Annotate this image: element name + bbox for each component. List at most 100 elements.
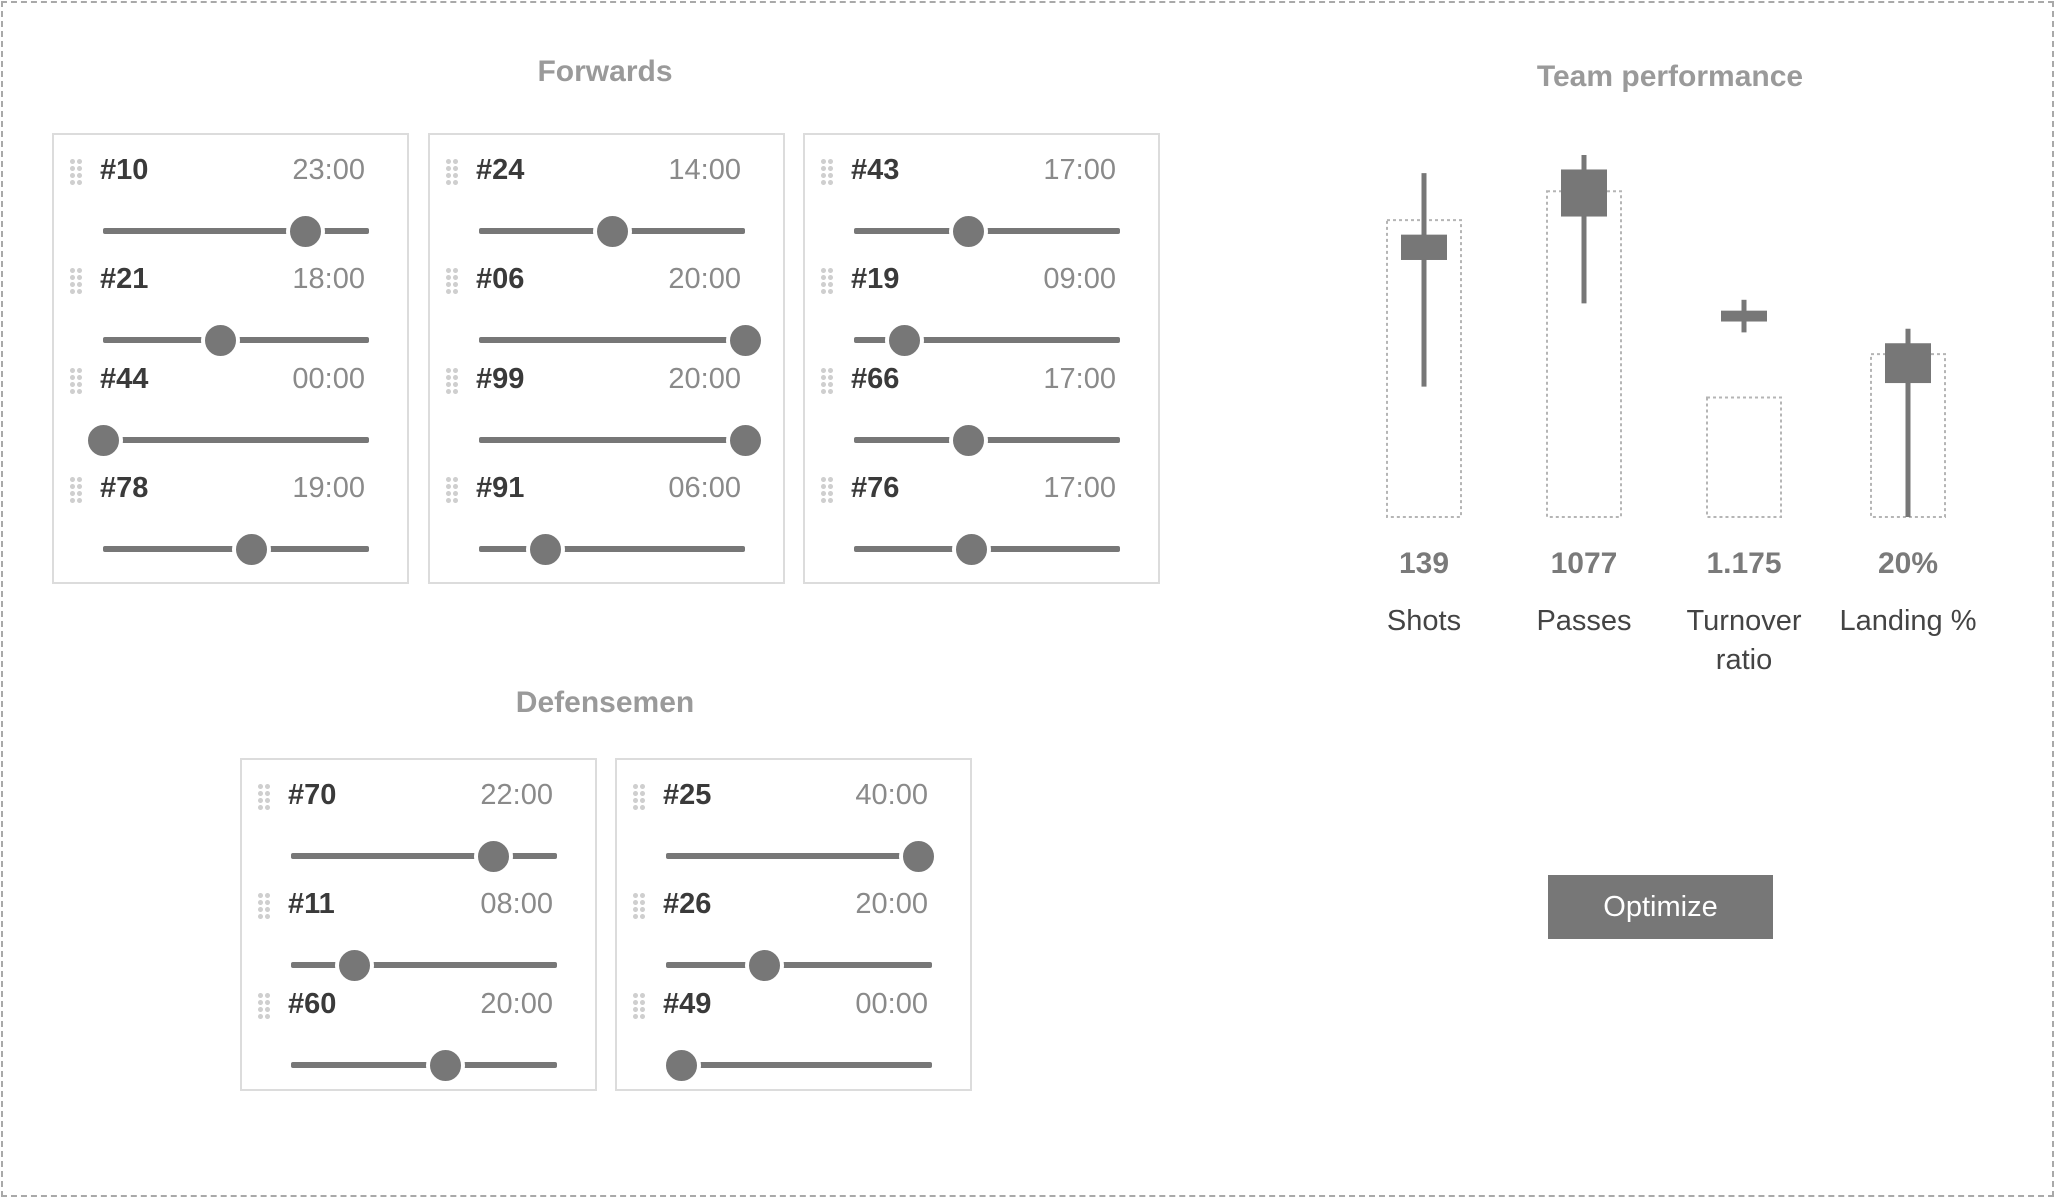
metric-name: Turnover ratio xyxy=(1686,605,1802,676)
player-number: #99 xyxy=(476,363,525,395)
metric-value: 139 xyxy=(1398,547,1450,580)
drag-handle-icon[interactable] xyxy=(445,267,459,295)
slider-thumb[interactable] xyxy=(725,320,765,360)
ice-time-slider[interactable] xyxy=(666,836,939,876)
slider-thumb[interactable] xyxy=(473,836,513,876)
slider-thumb[interactable] xyxy=(592,211,632,251)
player-number: #66 xyxy=(851,363,900,395)
drag-handle-icon[interactable] xyxy=(820,476,834,504)
ice-time-slider[interactable] xyxy=(83,420,369,460)
optimize-button[interactable]: Optimize xyxy=(1548,875,1773,939)
player-ice-time: 20:00 xyxy=(668,363,741,395)
drag-handle-icon[interactable] xyxy=(257,892,271,920)
player-row: #24 14:00 xyxy=(430,150,783,251)
drag-handle-icon[interactable] xyxy=(820,158,834,186)
player-ice-time: 17:00 xyxy=(1043,472,1116,504)
slider-thumb[interactable] xyxy=(425,1045,465,1085)
ice-time-slider[interactable] xyxy=(291,945,557,985)
ice-time-slider[interactable] xyxy=(103,529,369,569)
drag-handle-icon[interactable] xyxy=(257,992,271,1020)
metric-value-box xyxy=(1401,234,1447,260)
player-ice-time: 09:00 xyxy=(1043,263,1116,295)
player-row: #44 00:00 xyxy=(54,359,407,460)
slider-thumb[interactable] xyxy=(83,420,123,460)
slider-thumb[interactable] xyxy=(951,529,991,569)
slider-thumb[interactable] xyxy=(899,836,939,876)
slider-thumb[interactable] xyxy=(885,320,925,360)
slider-thumb[interactable] xyxy=(526,529,565,569)
slider-thumb[interactable] xyxy=(948,211,988,251)
player-ice-time: 20:00 xyxy=(855,888,928,920)
ice-time-slider[interactable] xyxy=(854,529,1120,569)
drag-handle-icon[interactable] xyxy=(69,476,83,504)
metric-name: Shots xyxy=(1386,605,1462,637)
team-performance-chart xyxy=(1386,155,1946,519)
ice-time-slider[interactable] xyxy=(854,420,1120,460)
slider-thumb[interactable] xyxy=(948,420,988,460)
player-row: #70 22:00 xyxy=(242,775,595,876)
metric-value-box xyxy=(1721,310,1767,322)
slider-thumb[interactable] xyxy=(662,1045,702,1085)
metric-value: 1077 xyxy=(1550,547,1618,580)
drag-handle-icon[interactable] xyxy=(445,158,459,186)
player-number: #25 xyxy=(663,779,712,811)
drag-handle-icon[interactable] xyxy=(69,158,83,186)
metric-value: 20% xyxy=(1877,547,1939,580)
drag-handle-icon[interactable] xyxy=(257,783,271,811)
drag-handle-icon[interactable] xyxy=(632,892,646,920)
player-number: #44 xyxy=(100,363,149,395)
player-ice-time: 17:00 xyxy=(1043,363,1116,395)
player-row: #49 00:00 xyxy=(617,984,970,1085)
ice-time-slider[interactable] xyxy=(291,1045,557,1085)
slider-thumb[interactable] xyxy=(335,945,375,985)
drag-handle-icon[interactable] xyxy=(632,992,646,1020)
slider-thumb[interactable] xyxy=(200,320,240,360)
player-number: #19 xyxy=(851,263,900,295)
ice-time-slider[interactable] xyxy=(103,320,369,360)
forwards-line-card: #43 17:00 #19 09:00 #66 17:00 #76 17:00 xyxy=(803,133,1160,584)
player-ice-time: 14:00 xyxy=(668,154,741,186)
ice-time-slider[interactable] xyxy=(479,420,765,460)
metric-value-box xyxy=(1561,169,1607,217)
player-row: #76 17:00 xyxy=(805,468,1158,569)
player-ice-time: 00:00 xyxy=(292,363,365,395)
slider-thumb[interactable] xyxy=(232,529,272,569)
player-row: #21 18:00 xyxy=(54,259,407,360)
player-number: #11 xyxy=(288,888,335,920)
player-row: #66 17:00 xyxy=(805,359,1158,460)
ice-time-slider[interactable] xyxy=(854,320,1120,360)
player-row: #10 23:00 xyxy=(54,150,407,251)
forwards-line-card: #24 14:00 #06 20:00 #99 20:00 #91 06:00 xyxy=(428,133,785,584)
player-row: #25 40:00 xyxy=(617,775,970,876)
slider-thumb[interactable] xyxy=(744,945,784,985)
ice-time-slider[interactable] xyxy=(291,836,557,876)
drag-handle-icon[interactable] xyxy=(69,367,83,395)
metric-value-box xyxy=(1885,343,1931,384)
forwards-line-card: #10 23:00 #21 18:00 #44 00:00 #78 19:00 xyxy=(52,133,409,584)
metric-value: 1.175 xyxy=(1706,547,1782,580)
slider-thumb[interactable] xyxy=(285,211,325,251)
forwards-title: Forwards xyxy=(537,55,673,88)
player-ice-time: 20:00 xyxy=(668,263,741,295)
player-number: #49 xyxy=(663,988,712,1020)
ice-time-slider[interactable] xyxy=(854,211,1120,251)
player-ice-time: 23:00 xyxy=(292,154,365,186)
ice-time-slider[interactable] xyxy=(666,945,932,985)
ice-time-slider[interactable] xyxy=(479,211,745,251)
drag-handle-icon[interactable] xyxy=(820,267,834,295)
drag-handle-icon[interactable] xyxy=(820,367,834,395)
drag-handle-icon[interactable] xyxy=(632,783,646,811)
drag-handle-icon[interactable] xyxy=(445,367,459,395)
ice-time-slider[interactable] xyxy=(479,320,765,360)
player-number: #60 xyxy=(288,988,337,1020)
ice-time-slider[interactable] xyxy=(479,529,745,569)
defensemen-title: Defensemen xyxy=(515,686,695,719)
player-number: #76 xyxy=(851,472,900,504)
ice-time-slider[interactable] xyxy=(662,1045,932,1085)
drag-handle-icon[interactable] xyxy=(445,476,459,504)
slider-thumb[interactable] xyxy=(725,420,765,460)
ice-time-slider[interactable] xyxy=(103,211,369,251)
drag-handle-icon[interactable] xyxy=(69,267,83,295)
player-ice-time: 40:00 xyxy=(855,779,928,811)
